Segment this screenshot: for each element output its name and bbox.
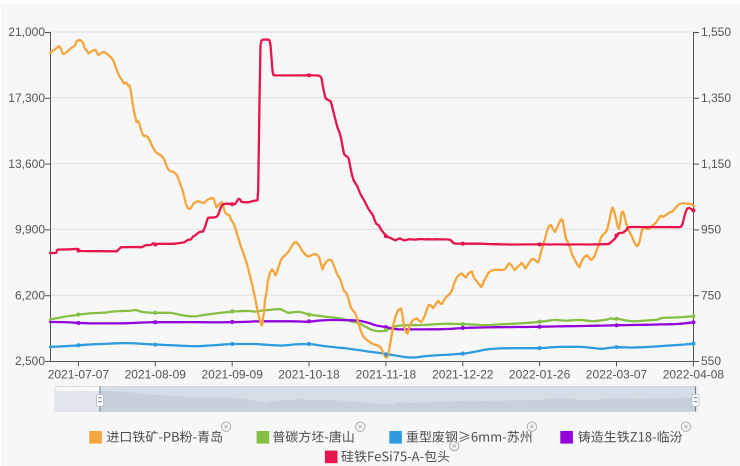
svg-text:550: 550 <box>701 354 721 368</box>
svg-text:2022-04-08: 2022-04-08 <box>663 368 725 382</box>
svg-text:750: 750 <box>701 288 721 302</box>
svg-text:2021-07-07: 2021-07-07 <box>48 368 110 382</box>
svg-text:950: 950 <box>701 223 721 237</box>
svg-text:6,200: 6,200 <box>15 288 45 302</box>
svg-text:1,150: 1,150 <box>701 157 731 171</box>
svg-text:1,350: 1,350 <box>701 91 731 105</box>
svg-text:1,550: 1,550 <box>701 25 731 39</box>
svg-text:21,000: 21,000 <box>8 25 45 39</box>
svg-text:17,300: 17,300 <box>8 91 45 105</box>
svg-text:2022-03-07: 2022-03-07 <box>586 368 648 382</box>
svg-text:2022-01-26: 2022-01-26 <box>509 368 571 382</box>
svg-text:2021-11-18: 2021-11-18 <box>356 368 417 382</box>
svg-text:2021-08-09: 2021-08-09 <box>125 368 187 382</box>
svg-text:2021-10-18: 2021-10-18 <box>278 368 340 382</box>
svg-text:2021-09-09: 2021-09-09 <box>202 368 264 382</box>
svg-text:2,500: 2,500 <box>15 354 45 368</box>
svg-text:9,900: 9,900 <box>15 223 45 237</box>
svg-text:13,600: 13,600 <box>8 157 45 171</box>
svg-text:2021-12-22: 2021-12-22 <box>432 368 494 382</box>
